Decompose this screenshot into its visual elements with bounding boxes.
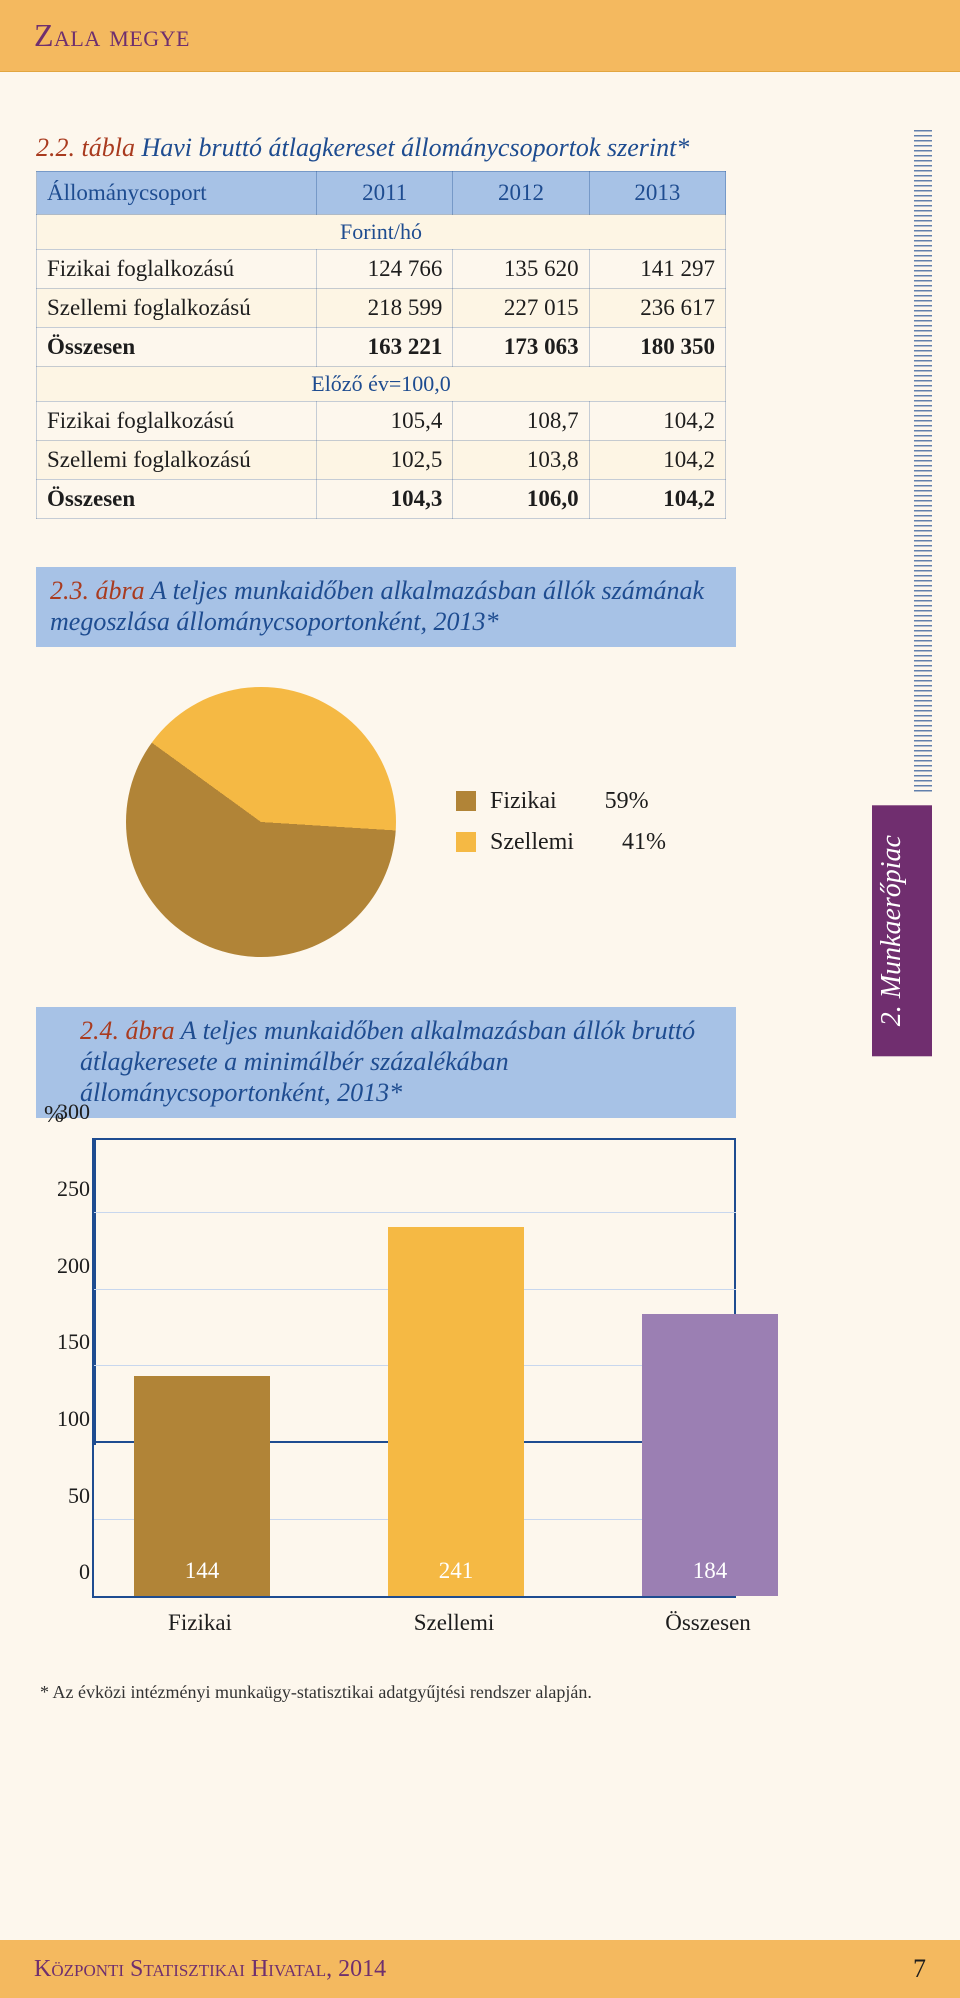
table-number: 2.2. tábla — [36, 133, 135, 162]
page-title: Zala megye — [34, 17, 190, 54]
col-header: 2012 — [453, 171, 589, 214]
table-cell: 106,0 — [453, 479, 589, 518]
col-header: Állománycsoport — [37, 171, 317, 214]
figure-caption-text: A teljes munkaidőben alkalmazásban állók… — [50, 576, 704, 636]
table-cell: 105,4 — [317, 401, 453, 440]
table-cell: Szellemi foglalkozású — [37, 288, 317, 327]
legend-swatch — [456, 791, 476, 811]
footer-bar: Központi Statisztikai Hivatal, 2014 7 — [0, 1940, 960, 1998]
figure-number: 2.4. ábra — [80, 1016, 175, 1045]
y-tick-label: 300 — [50, 1099, 90, 1125]
table-cell: Fizikai foglalkozású — [37, 249, 317, 288]
footnote: * Az évközi intézményi munkaügy-statiszt… — [40, 1682, 730, 1703]
table-cell: 218 599 — [317, 288, 453, 327]
table-cell: 173 063 — [453, 327, 589, 366]
table-cell: 104,2 — [589, 440, 725, 479]
content-column: 2.2. tábla Havi bruttó átlagkereset állo… — [0, 72, 760, 1703]
data-table: Állománycsoport 2011 2012 2013 Forint/hó… — [36, 171, 726, 519]
table-cell: 236 617 — [589, 288, 725, 327]
decorative-strokes — [914, 130, 932, 795]
pie-chart — [126, 687, 396, 957]
section-tab: 2. Munkaerőpiac — [872, 805, 932, 1056]
legend-pct: 41% — [622, 829, 666, 856]
col-header: 2013 — [589, 171, 725, 214]
table-section-label: Forint/hó — [37, 214, 726, 249]
figure-caption-pie: 2.3. ábra A teljes munkaidőben alkalmazá… — [36, 567, 736, 647]
table-cell: 108,7 — [453, 401, 589, 440]
y-tick-label: 0 — [50, 1559, 90, 1585]
bar: 184 — [642, 1314, 778, 1596]
y-tick-label: 150 — [50, 1329, 90, 1355]
legend-label: Szellemi — [490, 829, 574, 856]
bar-value: 184 — [693, 1558, 728, 1584]
bar-chart-area: % 144241184 050100150200250300FizikaiSze… — [36, 1138, 736, 1598]
x-tick-label: Szellemi — [414, 1610, 494, 1636]
table-block: 2.2. tábla Havi bruttó átlagkereset állo… — [36, 132, 730, 519]
x-tick-label: Összesen — [665, 1610, 751, 1636]
pie-chart-area: Fizikai 59% Szellemi 41% — [36, 667, 736, 1007]
pie-legend: Fizikai 59% Szellemi 41% — [456, 774, 666, 870]
legend-pct: 59% — [605, 788, 649, 815]
bar-value: 241 — [439, 1558, 474, 1584]
table-cell: 104,3 — [317, 479, 453, 518]
table-caption: 2.2. tábla Havi bruttó átlagkereset állo… — [36, 132, 730, 165]
bar-value: 144 — [185, 1558, 220, 1584]
figure-number: 2.3. ábra — [50, 576, 145, 605]
legend-row: Szellemi 41% — [456, 829, 666, 856]
table-cell: Fizikai foglalkozású — [37, 401, 317, 440]
table-cell: 104,2 — [589, 479, 725, 518]
bar: 144 — [134, 1376, 270, 1597]
table-cell: Összesen — [37, 327, 317, 366]
y-tick-label: 250 — [50, 1176, 90, 1202]
x-tick-label: Fizikai — [168, 1610, 232, 1636]
legend-row: Fizikai 59% — [456, 788, 666, 815]
table-cell: 103,8 — [453, 440, 589, 479]
table-cell: 104,2 — [589, 401, 725, 440]
page-root: Zala megye 2. Munkaerőpiac 2.2. tábla Ha… — [0, 0, 960, 1998]
table-cell: 135 620 — [453, 249, 589, 288]
table-cell: Összesen — [37, 479, 317, 518]
table-section-label: Előző év=100,0 — [37, 366, 726, 401]
table-cell: 124 766 — [317, 249, 453, 288]
table-cell: 227 015 — [453, 288, 589, 327]
y-tick-label: 200 — [50, 1253, 90, 1279]
legend-label: Fizikai — [490, 788, 557, 815]
page-number: 7 — [913, 1954, 926, 1984]
table-caption-text: Havi bruttó átlagkereset állománycsoport… — [141, 133, 689, 162]
table-cell: 141 297 — [589, 249, 725, 288]
table-cell: Szellemi foglalkozású — [37, 440, 317, 479]
y-tick-label: 100 — [50, 1406, 90, 1432]
col-header: 2011 — [317, 171, 453, 214]
publisher: Központi Statisztikai Hivatal, 2014 — [34, 1956, 386, 1983]
header-bar: Zala megye — [0, 0, 960, 72]
bar: 241 — [388, 1227, 524, 1597]
bar-plot: 144 241 184 — [92, 1138, 736, 1598]
sidebar: 2. Munkaerőpiac — [832, 130, 932, 1056]
legend-swatch — [456, 832, 476, 852]
table-cell: 180 350 — [589, 327, 725, 366]
y-tick-label: 50 — [50, 1483, 90, 1509]
figure-caption-bar: 2.4. ábra A teljes munkaidőben alkalmazá… — [36, 1007, 736, 1119]
table-cell: 163 221 — [317, 327, 453, 366]
table-cell: 102,5 — [317, 440, 453, 479]
